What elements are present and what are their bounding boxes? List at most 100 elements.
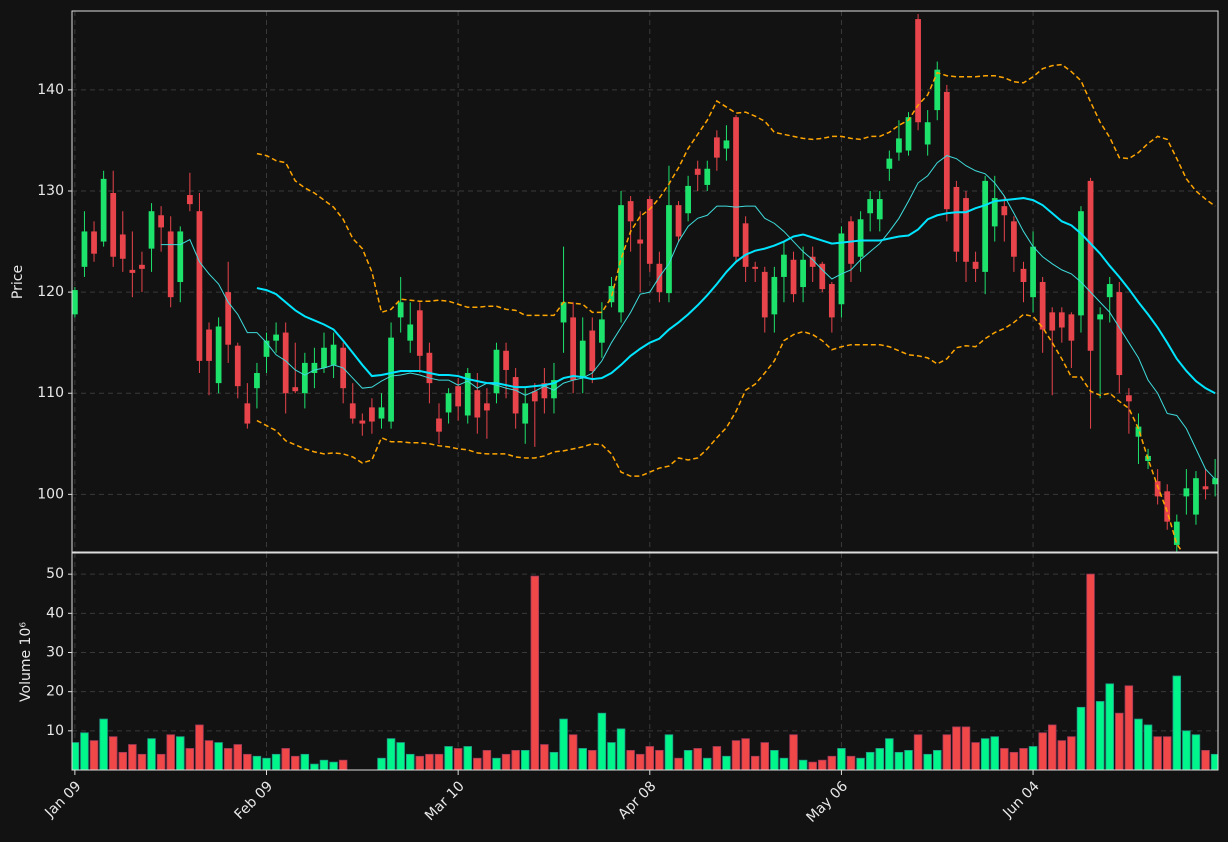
candle-body [589,330,596,371]
candle-body [1154,481,1161,497]
candle-body [991,198,998,227]
y-axis-label: Volume 10⁶ [18,622,34,702]
candle-body [1135,426,1142,437]
candle-body [436,418,442,432]
volume-bar [588,750,597,770]
candle-body [292,387,299,392]
candle-body [733,117,739,257]
volume-bar [1153,736,1162,770]
candle-body [244,403,251,424]
candle-body [407,324,414,341]
volume-bar [89,740,99,770]
candle-body [186,195,193,205]
candle-body [503,350,509,370]
candle-body [560,302,567,323]
candle-body [484,403,490,411]
volume-bar [913,734,923,770]
candle-body [416,310,423,356]
candle-body [1078,211,1084,316]
candle-body [369,407,375,422]
candle-body [915,19,921,123]
candle-body [781,254,787,277]
candle-body [656,263,663,293]
volume-bar [865,751,875,770]
volume-bar [798,759,808,770]
volume-bar [118,751,128,770]
volume-bar [195,724,204,770]
candle-body [982,180,989,272]
volume-bar [645,746,655,770]
candle-body [551,380,557,399]
volume-bar [377,757,386,770]
candle-body [886,158,893,169]
volume-bar [1086,573,1095,770]
candle-body [666,205,672,294]
candle-body [541,383,548,399]
candle-body [464,373,471,416]
candle-body [972,261,979,269]
volume-bar [501,753,511,770]
volume-bar [310,763,319,770]
candle-body [857,219,864,257]
candle-body [158,215,164,228]
volume-bar [549,751,559,770]
y-tick-label: 140 [37,82,64,98]
grid [72,11,1218,770]
volume-bar [683,750,693,770]
candle-body [809,256,816,267]
volume-bar [520,750,530,770]
candle-body [426,352,433,384]
volume-bar [1162,736,1172,770]
volume-bar [1000,748,1009,770]
volume-bar [482,750,492,770]
candle-body [943,91,950,210]
candle-body [1068,314,1075,341]
volume-bar [722,755,731,770]
candle-body [1164,491,1171,522]
candle-body [91,231,97,254]
candle-body [378,407,385,419]
volume-bar [1134,718,1143,770]
volume-bar [1172,675,1182,770]
volume-bar [233,744,243,770]
volume-bar [655,750,664,770]
indicator-line [256,313,1184,552]
volume-bar [818,759,827,770]
candle-body [1212,478,1218,485]
volume-bar [703,757,712,770]
candle-body [493,349,500,394]
indicator-line [256,197,1216,395]
volume-bar [1009,751,1019,770]
candle-body [196,211,203,361]
volume-bar [559,718,568,770]
y-tick-label: 20 [46,684,64,700]
volume-bar [204,740,214,770]
volume-bar [952,726,961,770]
volume-bar [770,750,779,770]
volume-bar [607,742,616,770]
volume-bar [1019,748,1028,770]
candle-body [1173,521,1180,545]
volume-bar [329,761,338,770]
candle-body [234,345,241,387]
volume-bar [980,738,990,770]
volume-bar [166,734,175,770]
candle-body [637,239,644,244]
volume-bar [1067,736,1076,770]
volume-bar [406,753,415,770]
volume-bar [72,742,80,770]
candle-body [129,269,136,273]
volume-bar [386,738,396,770]
candle-body [1011,221,1017,257]
volume-bar [511,750,520,770]
price-frame [71,10,1219,553]
volume-bar [271,753,281,770]
volume-bar [1095,701,1105,770]
y-tick-label: 120 [37,284,64,300]
candle-body [704,168,711,185]
candle-body [828,284,835,318]
candle-body [321,347,327,368]
volume-bar [923,753,932,770]
candle-body [896,138,902,153]
